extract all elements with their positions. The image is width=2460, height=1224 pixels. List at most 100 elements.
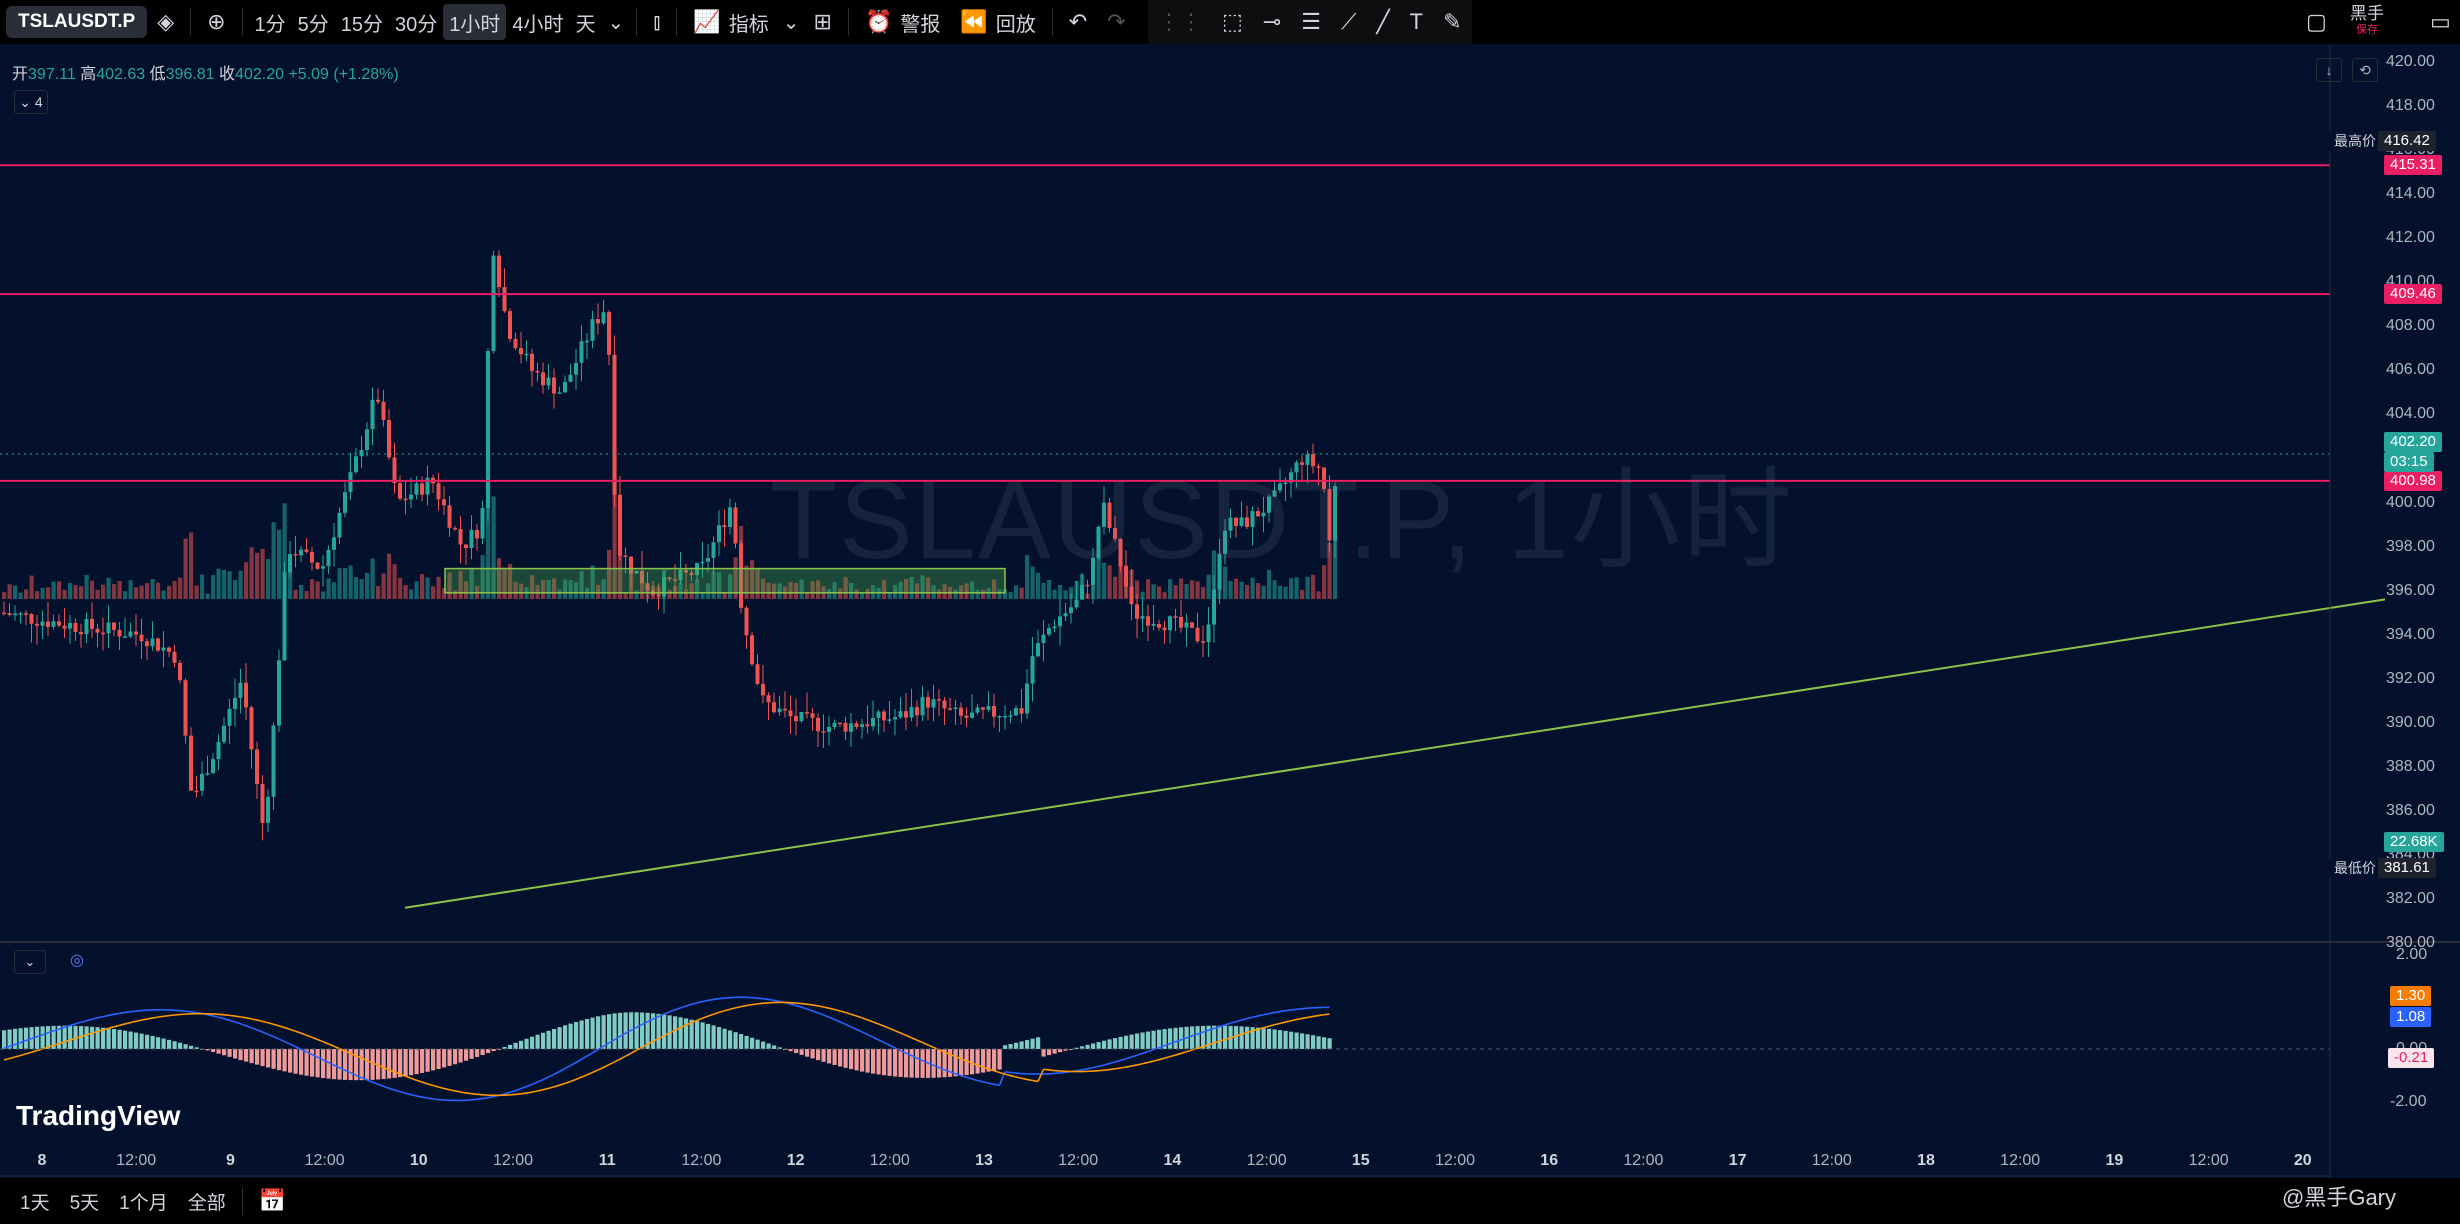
candle-body: [1278, 483, 1282, 491]
signal-line-segment: [982, 1066, 989, 1070]
range-1d-button[interactable]: 1天: [20, 1192, 50, 1214]
redo-icon[interactable]: ↷: [1107, 9, 1126, 34]
interval-30m[interactable]: 30分: [395, 13, 438, 36]
interval-5m[interactable]: 5分: [297, 13, 329, 36]
candle-body: [480, 507, 485, 539]
interval-dropdown-chevron-icon[interactable]: ⌄: [607, 11, 625, 34]
symbol-search-button[interactable]: TSLAUSDT.P: [6, 6, 148, 38]
macd-legend-toggle[interactable]: ⌄: [14, 950, 46, 974]
interval-4h[interactable]: 4小时: [512, 13, 564, 36]
macd-histogram-bar: [607, 1014, 612, 1049]
chart-area[interactable]: TSLAUSDT.P, 1小时 开397.11 高402.63 低396.81 …: [0, 46, 2460, 1178]
level-price-tag: 409.46: [2384, 284, 2442, 305]
macd-histogram-bar: [777, 1047, 782, 1049]
chart-canvas[interactable]: [0, 46, 2460, 1178]
undo-icon[interactable]: ↶: [1068, 9, 1088, 34]
volume-bar: [865, 588, 870, 599]
compare-symbol-icon[interactable]: ⊕: [207, 9, 226, 34]
macd-line-segment: [883, 1041, 890, 1046]
horizontal-ray-tool-icon[interactable]: ⊸: [1262, 9, 1282, 34]
signal-line-segment: [251, 1018, 258, 1021]
candle-body: [310, 551, 314, 563]
interval-1d[interactable]: 天: [575, 13, 596, 36]
panel-toggle-icon[interactable]: ▭: [2430, 9, 2451, 34]
macd-histogram-bar: [293, 1049, 298, 1074]
signal-line-segment: [1252, 1028, 1259, 1032]
drag-handle-icon[interactable]: ⋮⋮: [1158, 9, 1202, 34]
macd-histogram-bar: [1278, 1030, 1283, 1049]
macd-histogram-bar: [161, 1038, 166, 1049]
volume-bar: [1228, 581, 1233, 599]
volume-bar: [975, 589, 980, 599]
date-range-picker-icon[interactable]: 📅: [258, 1188, 287, 1213]
fullscreen-icon[interactable]: ▢: [2306, 9, 2327, 34]
macd-line-segment: [366, 1079, 373, 1083]
alert-button[interactable]: ⏰ 警报: [855, 0, 950, 44]
candle-body: [348, 472, 353, 493]
indicators-dropdown-chevron-icon[interactable]: ⌄: [782, 11, 800, 34]
text-tool-icon[interactable]: T: [1409, 9, 1424, 34]
volume-bar: [46, 587, 51, 599]
indicator-legend-toggle[interactable]: ⌄ 4: [14, 90, 48, 114]
signal-line-segment: [1048, 1069, 1055, 1072]
signal-line-segment: [1235, 1033, 1242, 1037]
volume-bar: [1333, 537, 1338, 599]
scroll-to-latest-icon[interactable]: ↓: [2316, 58, 2342, 82]
macd-line-segment: [256, 1029, 263, 1033]
signal-line-segment: [53, 1042, 60, 1047]
candle-body: [975, 707, 980, 713]
volume-bar: [178, 577, 183, 599]
signal-line-segment: [416, 1079, 423, 1083]
macd-histogram-bar: [145, 1034, 150, 1049]
range-5d-button[interactable]: 5天: [69, 1192, 100, 1214]
interval-15m[interactable]: 15分: [340, 13, 384, 36]
user-drawings[interactable]: [0, 164, 2386, 909]
signal-line-segment: [955, 1055, 962, 1060]
candle-body: [1058, 616, 1062, 627]
volume-bar: [238, 570, 243, 599]
ray-tool-icon[interactable]: ╱: [1376, 9, 1390, 34]
candle-body: [1217, 553, 1222, 590]
macd-histogram-bar: [1162, 1029, 1167, 1049]
volume-bar: [953, 589, 958, 599]
volume-bar: [827, 589, 832, 599]
range-1m-button[interactable]: 1个月: [119, 1192, 168, 1214]
candle-body: [986, 706, 991, 710]
volume-bar: [200, 574, 205, 599]
volume-bar: [425, 577, 430, 599]
candle-body: [156, 638, 160, 651]
fib-retracement-tool-icon[interactable]: ☰: [1301, 9, 1321, 34]
volume-bar: [882, 579, 887, 599]
indicators-button[interactable]: 📈 指标: [683, 0, 778, 44]
low-price-label: 最低价: [2328, 858, 2382, 878]
macd-line-segment: [1197, 1031, 1204, 1035]
candle-body: [90, 618, 94, 629]
signal-line-segment: [1186, 1049, 1193, 1053]
interval-1m[interactable]: 1分: [254, 13, 286, 36]
macd-line-segment: [1230, 1020, 1237, 1025]
candle-body: [51, 621, 56, 627]
brush-tool-icon[interactable]: ✎: [1443, 9, 1462, 34]
rectangle-tool-icon[interactable]: ⬚: [1222, 9, 1243, 34]
interval-1h[interactable]: 1小时: [443, 4, 507, 40]
signal-line-segment: [47, 1044, 54, 1048]
macd-histogram-bar: [860, 1049, 865, 1072]
user-profile-button[interactable]: 黑手 保存: [2350, 5, 2384, 38]
volume-bar: [387, 553, 392, 599]
macd-histogram-bar: [425, 1049, 430, 1072]
macd-histogram-bar: [898, 1049, 903, 1077]
macd-line-segment: [922, 1059, 929, 1064]
high-price-tag: 416.42: [2378, 130, 2436, 151]
trend-line-tool-icon[interactable]: ⟋: [1340, 9, 1357, 34]
candle-body: [227, 708, 232, 726]
macd-histogram-bar: [959, 1049, 964, 1076]
range-all-button[interactable]: 全部: [187, 1192, 226, 1214]
signal-line-segment: [1246, 1030, 1253, 1034]
symbol-info-icon[interactable]: ◈: [157, 9, 175, 34]
replay-button[interactable]: ⏪ 回放: [950, 0, 1045, 44]
macd-visibility-icon[interactable]: ◎: [70, 952, 84, 969]
candle-style-icon[interactable]: ⫾: [653, 9, 661, 34]
auto-scale-icon[interactable]: ⟲: [2352, 58, 2378, 82]
signal-line-segment: [520, 1092, 527, 1095]
layout-grid-icon[interactable]: ⊞: [813, 9, 832, 34]
